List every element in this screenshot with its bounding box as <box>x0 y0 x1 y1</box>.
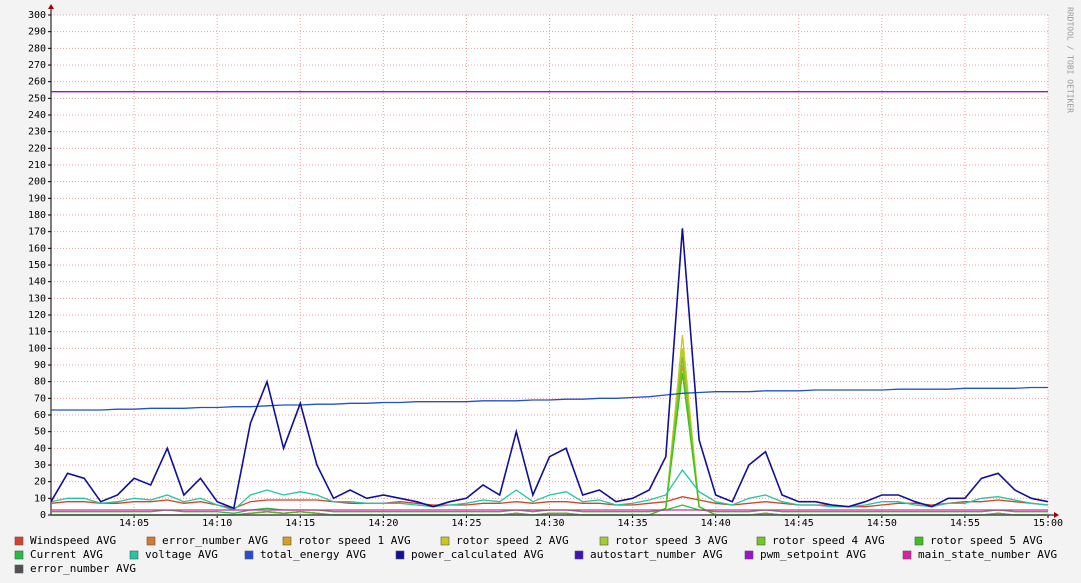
y-tick-label: 280 <box>28 43 46 54</box>
x-tick-label: 14:05 <box>119 518 149 529</box>
legend-label: rotor speed 1 AVG <box>298 534 411 547</box>
y-tick-label: 230 <box>28 127 46 138</box>
legend-label: total_energy AVG <box>260 548 366 561</box>
legend-swatch <box>744 550 754 560</box>
x-tick-label: 14:45 <box>784 518 814 529</box>
x-tick-label: 14:40 <box>701 518 731 529</box>
x-tick-label: 14:50 <box>867 518 897 529</box>
x-tick-label: 14:25 <box>451 518 481 529</box>
legend-swatch <box>14 550 24 560</box>
y-tick-label: 30 <box>34 460 46 471</box>
y-tick-label: 60 <box>34 410 46 421</box>
y-tick-label: 220 <box>28 143 46 154</box>
x-tick-label: 14:55 <box>950 518 980 529</box>
legend-swatch <box>146 536 156 546</box>
legend-label: error_number AVG <box>162 534 268 547</box>
legend-swatch <box>756 536 766 546</box>
y-tick-label: 260 <box>28 77 46 88</box>
x-tick-label: 14:15 <box>285 518 315 529</box>
legend-label: error_number AVG <box>30 562 136 575</box>
legend-label: Current AVG <box>30 548 103 561</box>
y-tick-label: 180 <box>28 210 46 221</box>
y-tick-label: 10 <box>34 493 46 504</box>
y-tick-label: 150 <box>28 260 46 271</box>
series-line <box>50 468 1049 511</box>
x-tick-label: 14:20 <box>368 518 398 529</box>
y-tick-label: 100 <box>28 343 46 354</box>
x-tick-label: 14:30 <box>534 518 564 529</box>
legend-swatch <box>244 550 254 560</box>
legend-label: rotor speed 5 AVG <box>930 534 1043 547</box>
y-tick-label: 50 <box>34 427 46 438</box>
axis-arrow <box>48 4 54 9</box>
x-tick-label: 14:35 <box>618 518 648 529</box>
y-tick-label: 270 <box>28 60 46 71</box>
y-tick-label: 290 <box>28 27 46 38</box>
series-line <box>51 386 1048 411</box>
legend-swatch <box>574 550 584 560</box>
legend-label: power_calculated AVG <box>411 548 543 561</box>
legend-label: rotor speed 3 AVG <box>615 534 728 547</box>
legend-swatch <box>14 564 24 574</box>
y-tick-label: 110 <box>28 327 46 338</box>
y-tick-label: 170 <box>28 227 46 238</box>
legend-label: main_state_number AVG <box>918 548 1057 561</box>
y-tick-label: 90 <box>34 360 46 371</box>
y-tick-label: 300 <box>28 10 46 21</box>
x-tick-label: 15:00 <box>1033 518 1063 529</box>
legend-label: autostart_number AVG <box>590 548 722 561</box>
legend-swatch <box>14 536 24 546</box>
watermark: RRDTOOL / TOBI OETIKER <box>1066 7 1075 113</box>
legend-swatch <box>282 536 292 546</box>
legend-label: pwm_setpoint AVG <box>760 548 866 561</box>
legend-swatch <box>599 536 609 546</box>
y-tick-label: 160 <box>28 243 46 254</box>
legend-label: Windspeed AVG <box>30 534 116 547</box>
x-tick-label: 14:10 <box>202 518 232 529</box>
y-tick-label: 80 <box>34 377 46 388</box>
legend-swatch <box>395 550 405 560</box>
legend-swatch <box>902 550 912 560</box>
y-tick-label: 190 <box>28 193 46 204</box>
legend-label: voltage AVG <box>145 548 218 561</box>
y-tick-label: 250 <box>28 93 46 104</box>
y-tick-label: 140 <box>28 277 46 288</box>
y-tick-label: 210 <box>28 160 46 171</box>
legend-swatch <box>914 536 924 546</box>
y-tick-label: 40 <box>34 443 46 454</box>
y-tick-label: 240 <box>28 110 46 121</box>
legend-swatch <box>440 536 450 546</box>
axis-arrow <box>1054 512 1059 518</box>
legend-label: rotor speed 4 AVG <box>772 534 885 547</box>
y-tick-label: 200 <box>28 177 46 188</box>
y-tick-label: 20 <box>34 477 46 488</box>
legend-label: rotor speed 2 AVG <box>456 534 569 547</box>
y-tick-label: 70 <box>34 393 46 404</box>
y-tick-label: 0 <box>40 510 46 521</box>
legend-swatch <box>129 550 139 560</box>
y-tick-label: 120 <box>28 310 46 321</box>
series-line <box>50 228 1049 510</box>
y-tick-label: 130 <box>28 293 46 304</box>
